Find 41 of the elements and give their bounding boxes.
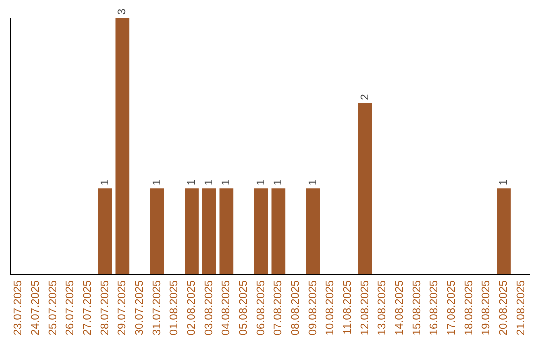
x-tick-label: 28.07.2025 bbox=[99, 280, 112, 336]
x-tick-label: 03.08.2025 bbox=[203, 280, 216, 336]
x-tick-label: 02.08.2025 bbox=[186, 280, 198, 336]
x-tick-label: 31.07.2025 bbox=[151, 280, 164, 336]
x-tick-label: 15.08.2025 bbox=[411, 280, 424, 336]
x-tick-label: 29.07.2025 bbox=[116, 280, 129, 336]
data-label: 1 bbox=[186, 180, 198, 186]
x-tick-label: 25.07.2025 bbox=[47, 280, 60, 336]
x-tick-label: 24.07.2025 bbox=[30, 280, 42, 336]
x-tick-label: 08.08.2025 bbox=[290, 280, 302, 336]
x-tick-label: 23.07.2025 bbox=[12, 280, 25, 336]
data-label: 1 bbox=[220, 180, 233, 186]
x-tick-label: 18.08.2025 bbox=[463, 280, 476, 336]
x-tick-label: 01.08.2025 bbox=[168, 280, 181, 336]
data-label: 1 bbox=[307, 180, 320, 186]
x-tick-label: 19.08.2025 bbox=[480, 280, 493, 336]
x-tick-label: 11.08.2025 bbox=[342, 280, 354, 335]
x-tick-label: 12.08.2025 bbox=[359, 280, 372, 336]
x-tick-label: 04.08.2025 bbox=[220, 280, 233, 336]
x-tick-label: 10.08.2025 bbox=[324, 280, 337, 336]
x-tick-label: 27.07.2025 bbox=[82, 280, 94, 336]
x-tick-label: 13.08.2025 bbox=[376, 280, 389, 336]
data-label: 1 bbox=[498, 180, 510, 186]
x-tick-label: 09.08.2025 bbox=[307, 280, 320, 336]
data-label: 1 bbox=[203, 180, 216, 186]
data-label: 3 bbox=[116, 8, 129, 15]
x-tick-label: 07.08.2025 bbox=[272, 280, 285, 336]
x-tick-label: 17.08.2025 bbox=[446, 280, 458, 336]
x-tick-label: 30.07.2025 bbox=[134, 280, 146, 336]
data-label: 1 bbox=[255, 180, 268, 186]
data-label: 2 bbox=[359, 94, 372, 100]
x-tick-label: 20.08.2025 bbox=[498, 280, 510, 336]
x-tick-label: 21.08.2025 bbox=[515, 280, 528, 336]
x-tick-label: 26.07.2025 bbox=[64, 280, 77, 336]
data-label: 1 bbox=[151, 180, 164, 186]
data-label: 1 bbox=[272, 180, 285, 186]
x-tick-label: 14.08.2025 bbox=[394, 280, 406, 336]
x-tick-label: 05.08.2025 bbox=[238, 280, 250, 336]
data-label: 1 bbox=[99, 180, 112, 186]
x-tick-label: 06.08.2025 bbox=[255, 280, 268, 336]
x-tick-label: 16.08.2025 bbox=[428, 280, 441, 336]
